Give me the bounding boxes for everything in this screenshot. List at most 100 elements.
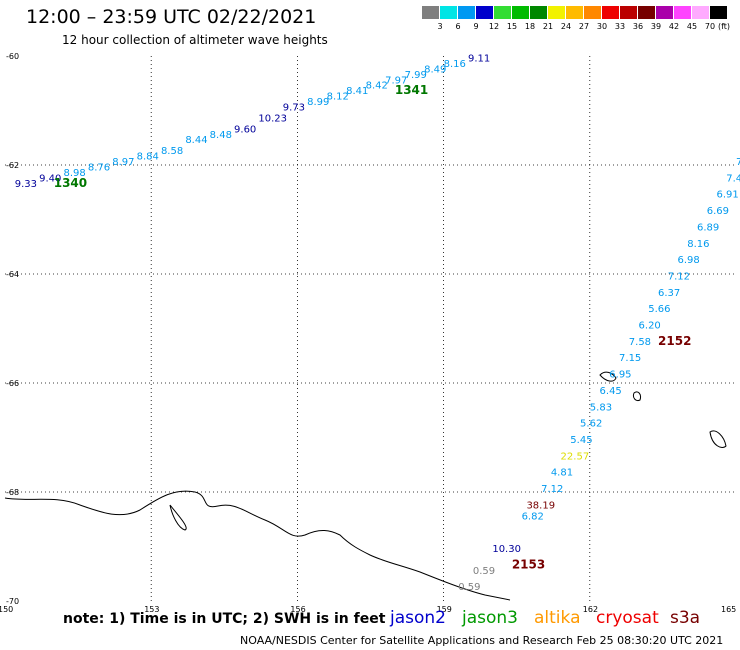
legend-swatch	[494, 6, 511, 19]
legend-swatch	[458, 6, 475, 19]
latitude-label: -66	[6, 379, 19, 388]
legend-label: 30	[596, 22, 608, 31]
wave-height-label: 6.45	[600, 386, 622, 397]
legend-swatch	[476, 6, 493, 19]
wave-height-label: 7.58	[629, 337, 651, 348]
wave-height-label: 6.95	[609, 370, 631, 381]
wave-height-label: 6.20	[639, 321, 661, 332]
wave-height-label: 7.99	[405, 70, 427, 81]
wave-height-label: 8.99	[307, 97, 329, 108]
wave-height-label: 8.41	[346, 86, 368, 97]
satellite-jason2: jason2	[390, 608, 446, 628]
wave-height-label: 6.69	[707, 206, 729, 217]
legend-label: 39	[650, 22, 662, 31]
wave-height-label: 8.16	[687, 239, 709, 250]
legend-label: 3	[437, 22, 443, 31]
wave-height-label: 9.40	[39, 173, 61, 184]
legend-swatch	[638, 6, 655, 19]
longitude-label: 150	[0, 605, 13, 614]
legend-swatch	[530, 6, 547, 19]
longitude-label: 156	[290, 605, 305, 614]
coastline	[4, 371, 727, 601]
longitude-labels: 150 153 156 159 162 165	[0, 605, 736, 614]
legend-swatch	[674, 6, 691, 19]
wave-height-label: 10.30	[492, 544, 521, 555]
legend-label: 15	[506, 22, 518, 31]
wave-height-label: 5.83	[590, 402, 612, 413]
legend-label: 42	[668, 22, 680, 31]
altimeter-tracks: 9.33 9.40 8.98 8.76 8.97 8.84 8.588.44 8.48 9.60…	[15, 53, 740, 593]
legend-label: 9	[473, 22, 479, 31]
note-text: note: 1) Time is in UTC; 2) SWH is in fe…	[63, 611, 386, 627]
wave-height-label: 5.62	[580, 419, 602, 430]
wave-height-label: 8.49	[424, 64, 446, 75]
legend-label: 24	[560, 22, 572, 31]
wave-height-label: 8.84	[137, 152, 159, 163]
legend-swatch	[710, 6, 727, 19]
pass-time-label: 2153	[512, 557, 545, 571]
wave-height-label: 0.59	[473, 566, 495, 577]
latitude-label: -68	[6, 488, 19, 497]
wave-height-label: 22.57	[561, 451, 590, 462]
satellite-cryosat: cryosat	[596, 608, 659, 628]
wave-height-label: 8.97	[112, 157, 134, 168]
pass-time-label: 1340	[54, 176, 87, 190]
wave-height-label: 9.60	[234, 124, 256, 135]
wave-height-label: 8.12	[327, 92, 349, 103]
legend-label: 45	[686, 22, 698, 31]
legend-swatch	[656, 6, 673, 19]
wave-height-label: 10.23	[258, 113, 287, 124]
map-subtitle: 12 hour collection of altimeter wave hei…	[62, 33, 328, 47]
latitude-labels: -60 -62 -64 -66 -68 -70	[6, 52, 19, 606]
satellite-s3a: s3a	[670, 608, 701, 628]
wave-height-label: 4.81	[551, 468, 573, 479]
map-title: 12:00 – 23:59 UTC 02/22/2021	[26, 6, 317, 28]
legend-label: 36	[632, 22, 644, 31]
wave-height-label: 8.76	[88, 162, 110, 173]
satellite-jason3: jason3	[462, 608, 518, 628]
wave-height-label: 7.48	[726, 173, 740, 184]
wave-height-label: 8.58	[161, 146, 183, 157]
latitude-label: -62	[6, 161, 19, 170]
wave-height-label: 9.73	[283, 103, 305, 114]
wave-height-label: 7.15	[619, 353, 641, 364]
wave-height-label: 8.44	[185, 135, 207, 146]
wave-height-label: 7.12	[668, 271, 690, 282]
graticule	[5, 56, 736, 601]
longitude-label: 165	[721, 605, 736, 614]
wave-height-label: 6.82	[522, 511, 544, 522]
legend-label: 18	[524, 22, 536, 31]
legend-swatch	[584, 6, 601, 19]
legend-swatch	[440, 6, 457, 19]
wave-height-label: 8.48	[210, 130, 232, 141]
legend-label: 70	[704, 22, 716, 31]
legend-label: 21	[542, 22, 554, 31]
wave-height-label: 6.89	[697, 222, 719, 233]
legend-swatch	[422, 6, 439, 19]
wave-height-label: 9.11	[468, 53, 490, 64]
pass-time-label: 2152	[658, 334, 691, 348]
wave-height-label: 5.45	[570, 435, 592, 446]
wave-height-label: 8.98	[63, 168, 85, 179]
wave-height-label: 8.16	[444, 59, 466, 70]
legend-swatch	[692, 6, 709, 19]
legend-label: 27	[578, 22, 590, 31]
legend-unit: (ft)	[718, 22, 731, 31]
latitude-label: -70	[6, 597, 19, 606]
wave-height-label: 7.	[736, 157, 740, 168]
wave-height-label: 6.98	[678, 255, 700, 266]
legend-label: 12	[488, 22, 500, 31]
longitude-label: 162	[583, 605, 598, 614]
legend-swatch	[566, 6, 583, 19]
legend-label: 6	[455, 22, 461, 31]
wave-height-label: 6.37	[658, 288, 680, 299]
legend-swatch	[602, 6, 619, 19]
wave-height-label: 7.12	[541, 484, 563, 495]
legend-swatch	[548, 6, 565, 19]
wave-height-label: 0.59	[458, 582, 480, 593]
pass-time-label: 1341	[395, 83, 428, 97]
latitude-label: -60	[6, 52, 19, 61]
latitude-label: -64	[6, 270, 19, 279]
legend-swatch	[512, 6, 529, 19]
